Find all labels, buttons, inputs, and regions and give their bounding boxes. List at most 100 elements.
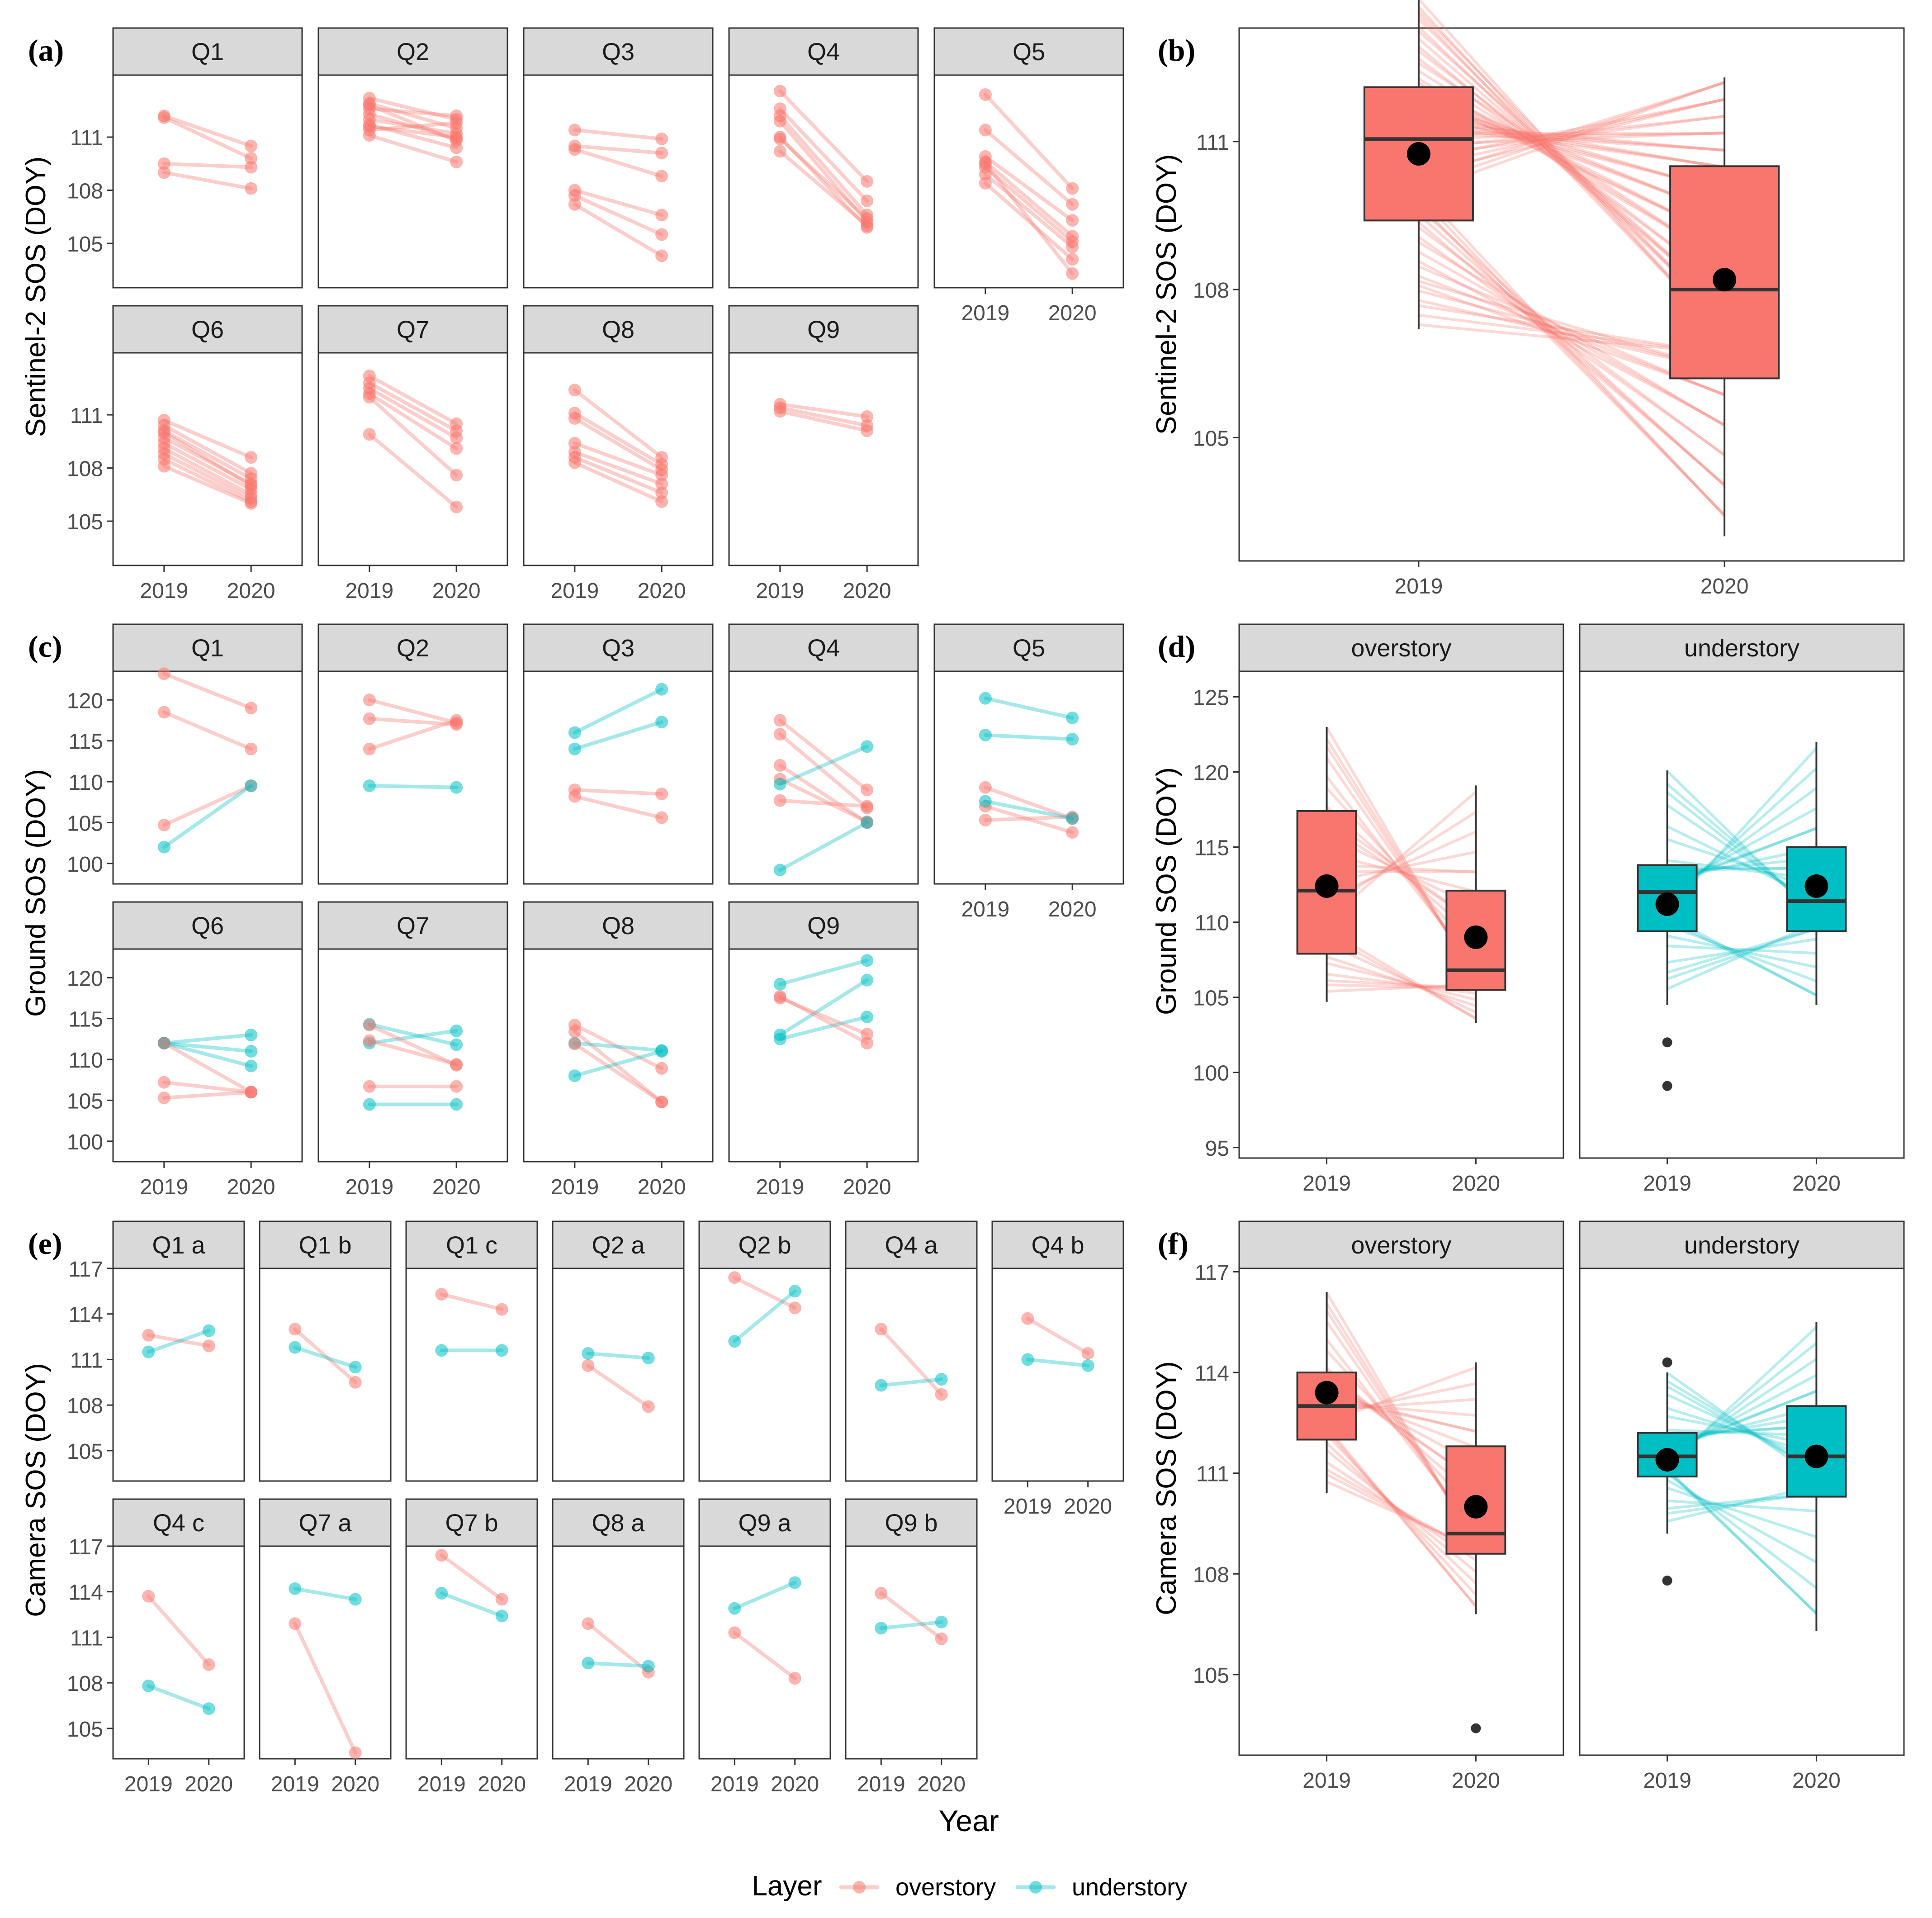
y-tick-label: 111 xyxy=(1196,131,1229,155)
y-tick-label: 110 xyxy=(68,1049,103,1073)
facet-strip xyxy=(552,1220,685,1269)
x-tick-label: 2020 xyxy=(1048,897,1097,921)
point-2020-overstory xyxy=(1066,214,1079,227)
facet-c-q7: Q7 2019 2020 xyxy=(317,901,508,1199)
point-2019-overstory xyxy=(979,781,992,794)
series-line-understory xyxy=(586,1352,650,1360)
point-2019-overstory xyxy=(979,123,992,137)
point-2019-overstory xyxy=(157,111,170,124)
series-line-overstory xyxy=(778,406,869,427)
facet-panel xyxy=(933,74,1124,289)
x-tick-label: 2019 xyxy=(961,897,1009,921)
point-2019-overstory xyxy=(157,818,170,831)
series-line-overstory xyxy=(983,785,1075,821)
point-2019-overstory xyxy=(773,714,786,727)
point-2019-overstory xyxy=(979,176,992,190)
series-line-overstory xyxy=(162,114,253,148)
facet-strip-label: Q2 a xyxy=(592,1232,645,1259)
facet-d-overstory: overstory 95 100 105 110 115 120 125 2019 2020 xyxy=(1193,623,1564,1196)
point-2020-understory xyxy=(642,1660,655,1673)
x-axis-title: Year xyxy=(938,1804,999,1837)
spaghetti-line xyxy=(1326,955,1477,1007)
point-2020-understory xyxy=(935,1373,948,1386)
series-line-understory xyxy=(162,1033,253,1045)
y-axis-title-c: Ground SOS (DOY) xyxy=(20,769,52,1017)
facet-strip-label: overstory xyxy=(1351,1232,1451,1259)
facet-strip-label: Q9 a xyxy=(738,1510,791,1537)
point-2019-overstory xyxy=(157,166,170,179)
series-line-overstory xyxy=(162,161,253,169)
point-2019-understory xyxy=(582,1347,595,1360)
series-line-overstory xyxy=(162,116,253,161)
spaghetti-line xyxy=(1326,1442,1477,1585)
facet-panel xyxy=(728,74,919,289)
facet-panel xyxy=(405,1268,538,1482)
box-outlier xyxy=(1662,1576,1672,1586)
facet-panel xyxy=(1238,27,1905,562)
facet-strip xyxy=(523,305,714,354)
point-2019-overstory xyxy=(773,728,786,741)
x-tick-label: 2020 xyxy=(227,1175,275,1199)
series-line-overstory xyxy=(440,1553,504,1601)
y-tick-label: 108 xyxy=(67,457,103,481)
panel-label-f: (f) xyxy=(1158,1226,1189,1261)
box-outlier xyxy=(1662,1081,1672,1091)
facet-strip-label: Q2 b xyxy=(738,1232,791,1259)
point-2019-overstory xyxy=(363,129,376,142)
series-line-overstory xyxy=(573,416,664,472)
y-tick-label: 105 xyxy=(1193,427,1229,451)
point-2019-overstory xyxy=(979,157,992,170)
facet-panel xyxy=(112,352,303,566)
facet-strip xyxy=(933,27,1124,76)
spaghetti-line xyxy=(1667,938,1817,964)
y-axis-title-b: Sentinel-2 SOS (DOY) xyxy=(1151,154,1182,435)
point-2020-understory xyxy=(495,1609,508,1623)
point-2020-overstory xyxy=(1066,182,1079,195)
x-tick-label: 2019 xyxy=(1395,574,1443,598)
point-2019-understory xyxy=(979,692,992,705)
point-2019-understory xyxy=(728,1602,741,1615)
facet-f-overstory: overstory 105 108 111 114 117 2019 2020 xyxy=(1193,1220,1564,1793)
point-2020-overstory xyxy=(245,152,258,165)
point-2019-overstory xyxy=(363,712,376,725)
spaghetti-line xyxy=(1667,923,1817,983)
series-line-overstory xyxy=(778,89,869,183)
facet-panel xyxy=(112,948,303,1163)
point-2020-overstory xyxy=(450,131,463,144)
series-line-overstory xyxy=(573,411,664,466)
point-2020-understory xyxy=(788,1285,801,1298)
point-2019-understory xyxy=(568,742,581,755)
facet-strip xyxy=(112,27,303,76)
point-2019-overstory xyxy=(363,693,376,707)
facet-a-q4: Q4 xyxy=(728,27,919,289)
facet-panel xyxy=(728,670,919,885)
y-tick-label: 111 xyxy=(70,126,103,150)
series-line-understory xyxy=(147,1684,211,1711)
box-mean-dot xyxy=(1713,268,1737,292)
point-2019-overstory xyxy=(979,814,992,826)
point-2019-overstory xyxy=(363,99,376,112)
point-2019-understory xyxy=(773,978,786,991)
point-2019-overstory xyxy=(568,384,581,397)
y-tick-label: 117 xyxy=(68,1535,103,1559)
series-line-understory xyxy=(573,1041,664,1053)
point-2019-overstory xyxy=(773,405,786,418)
facet-strip-label: Q4 a xyxy=(885,1232,938,1259)
facet-e-q7b: Q7 b 2019 2020 xyxy=(405,1498,538,1796)
spaghetti-line xyxy=(1667,1486,1817,1538)
point-2019-overstory xyxy=(773,759,786,772)
point-2020-overstory xyxy=(495,1303,508,1316)
series-line-overstory xyxy=(162,457,253,503)
series-line-overstory xyxy=(162,464,253,505)
facet-c-q9: Q9 2019 2020 xyxy=(728,901,919,1199)
point-2020-overstory xyxy=(245,451,258,464)
series-line-understory xyxy=(733,1581,797,1610)
panel-label-a: (a) xyxy=(28,33,64,67)
series-line-overstory xyxy=(778,119,869,224)
point-2020-overstory xyxy=(450,442,463,455)
spaghetti-line xyxy=(1667,945,1817,955)
facet-strip-label: Q1 xyxy=(191,38,224,66)
facet-strip xyxy=(728,901,919,950)
point-2020-overstory xyxy=(861,195,874,208)
